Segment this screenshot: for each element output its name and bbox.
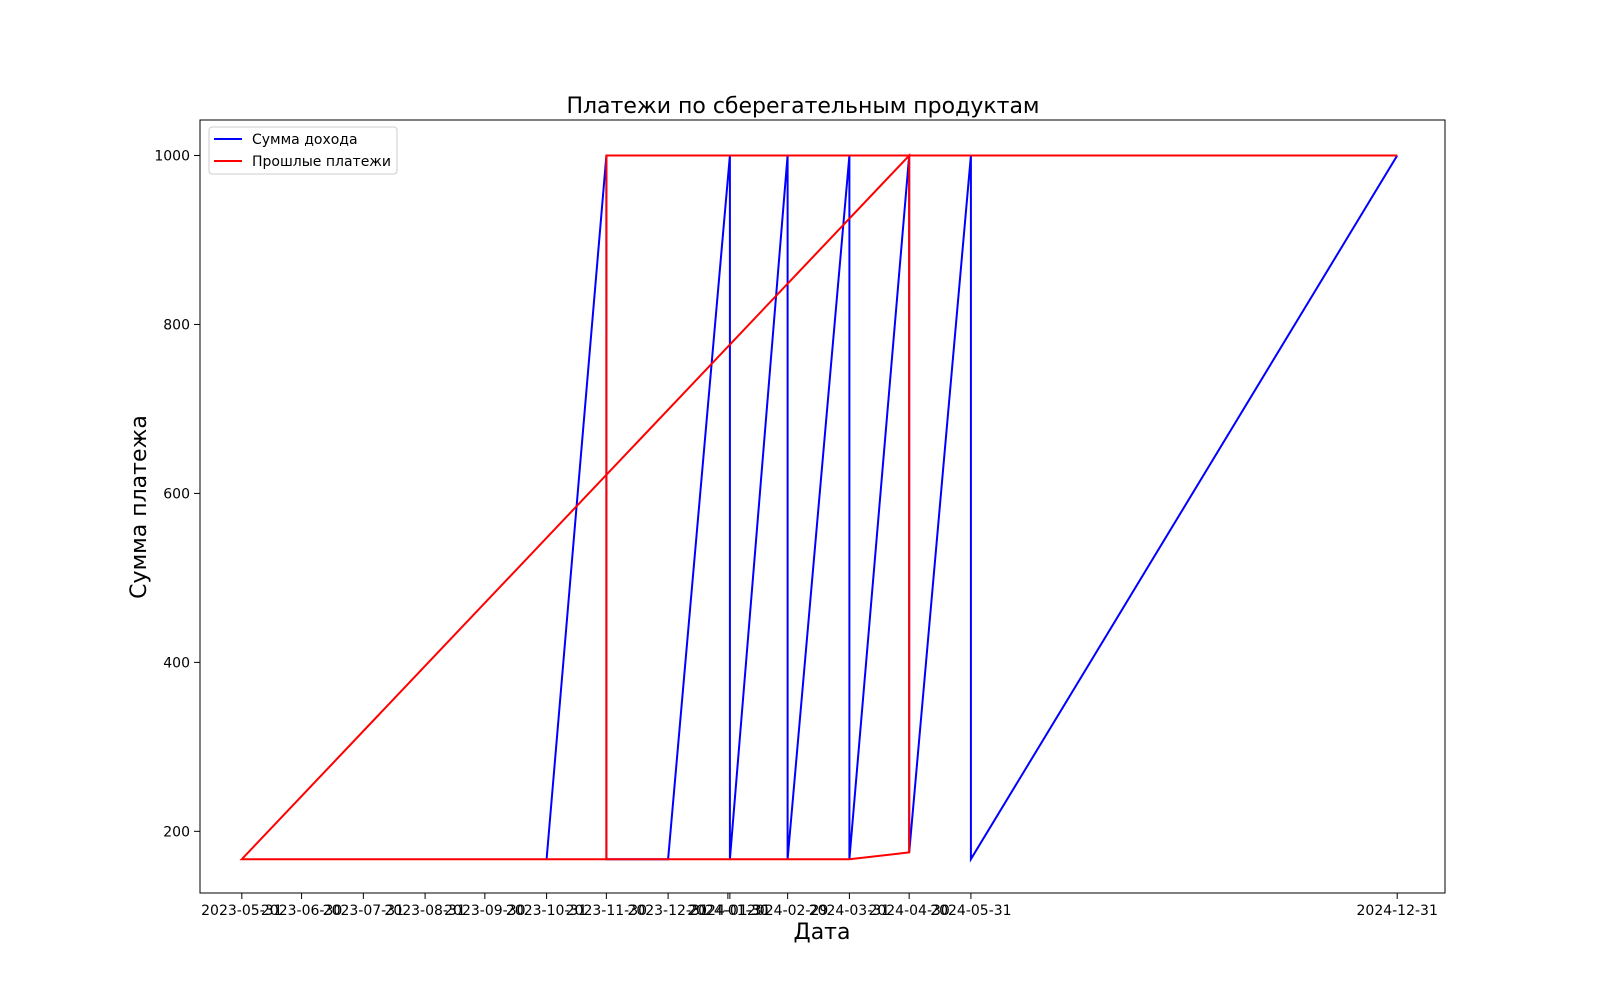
series-layer — [239, 152, 1399, 863]
series-income — [545, 154, 1399, 863]
x-tick-label-2023-08-31: 2023-08-31 — [384, 903, 465, 919]
x-tick-label-2023-11-30: 2023-11-30 — [566, 903, 647, 919]
y-tick-label-1000: 1000 — [154, 148, 190, 164]
x-tick-label-2023-10-31: 2023-10-31 — [506, 903, 587, 919]
x-tick-label-2024-01-31: 2024-01-31 — [689, 903, 770, 919]
x-tick-label-2023-05-31: 2023-05-31 — [201, 903, 282, 919]
x-tick-label-2023-07-31: 2023-07-31 — [323, 903, 404, 919]
data-point-past-payments-1 — [241, 858, 243, 860]
legend-label-past-payments: Прошлые платежи — [252, 154, 391, 170]
x-axis-label: Дата — [794, 920, 851, 945]
data-point-past-payments-3 — [908, 851, 910, 853]
y-axis-ticks: 200 400 600 800 1000 — [154, 148, 200, 840]
y-tick-label-200: 200 — [163, 824, 190, 840]
x-tick-label-2024-04-30: 2024-04-30 — [868, 903, 949, 919]
x-axis-ticks: 2023-05-312023-06-302023-07-312023-08-31… — [201, 893, 1438, 919]
y-axis-label: Сумма платежа — [127, 415, 152, 599]
plot-area — [199, 119, 1446, 894]
x-tick-label-2024-02-29: 2024-02-29 — [747, 903, 828, 919]
legend-label-income: Сумма дохода — [252, 132, 358, 148]
x-tick-label-2024-12-31: 2024-12-31 — [1357, 903, 1438, 919]
legend: Сумма дохода Прошлые платежи — [208, 126, 398, 175]
series-line-income — [545, 154, 1399, 863]
legend-box — [208, 126, 398, 175]
x-tick-label-2023-12-31: 2023-12-31 — [627, 903, 708, 919]
data-point-past-payments-7 — [1396, 155, 1398, 157]
y-tick-label-800: 800 — [163, 317, 190, 333]
x-tick-label-2024-03-31: 2024-03-31 — [809, 903, 890, 919]
series-line-past-payments — [239, 152, 1398, 861]
data-point-past-payments-5 — [605, 858, 607, 860]
chart-title: Платежи по сберегательным продуктам — [566, 94, 1039, 119]
plot-frame — [199, 119, 1446, 894]
data-point-income-13 — [970, 858, 972, 860]
series-past-payments — [239, 152, 1398, 861]
x-tick-label-2023-09-30: 2023-09-30 — [444, 903, 525, 919]
y-tick-label-400: 400 — [163, 655, 190, 671]
data-point-past-payments-6 — [605, 155, 607, 157]
x-tick-label-2024-01-30: 2024-01-30 — [687, 903, 768, 919]
x-tick-label-2024-05-31: 2024-05-31 — [930, 903, 1011, 919]
data-point-past-payments-2 — [908, 155, 910, 157]
x-tick-label-2023-06-30: 2023-06-30 — [261, 903, 342, 919]
y-tick-label-600: 600 — [163, 486, 190, 502]
data-point-past-payments-4 — [848, 858, 850, 860]
